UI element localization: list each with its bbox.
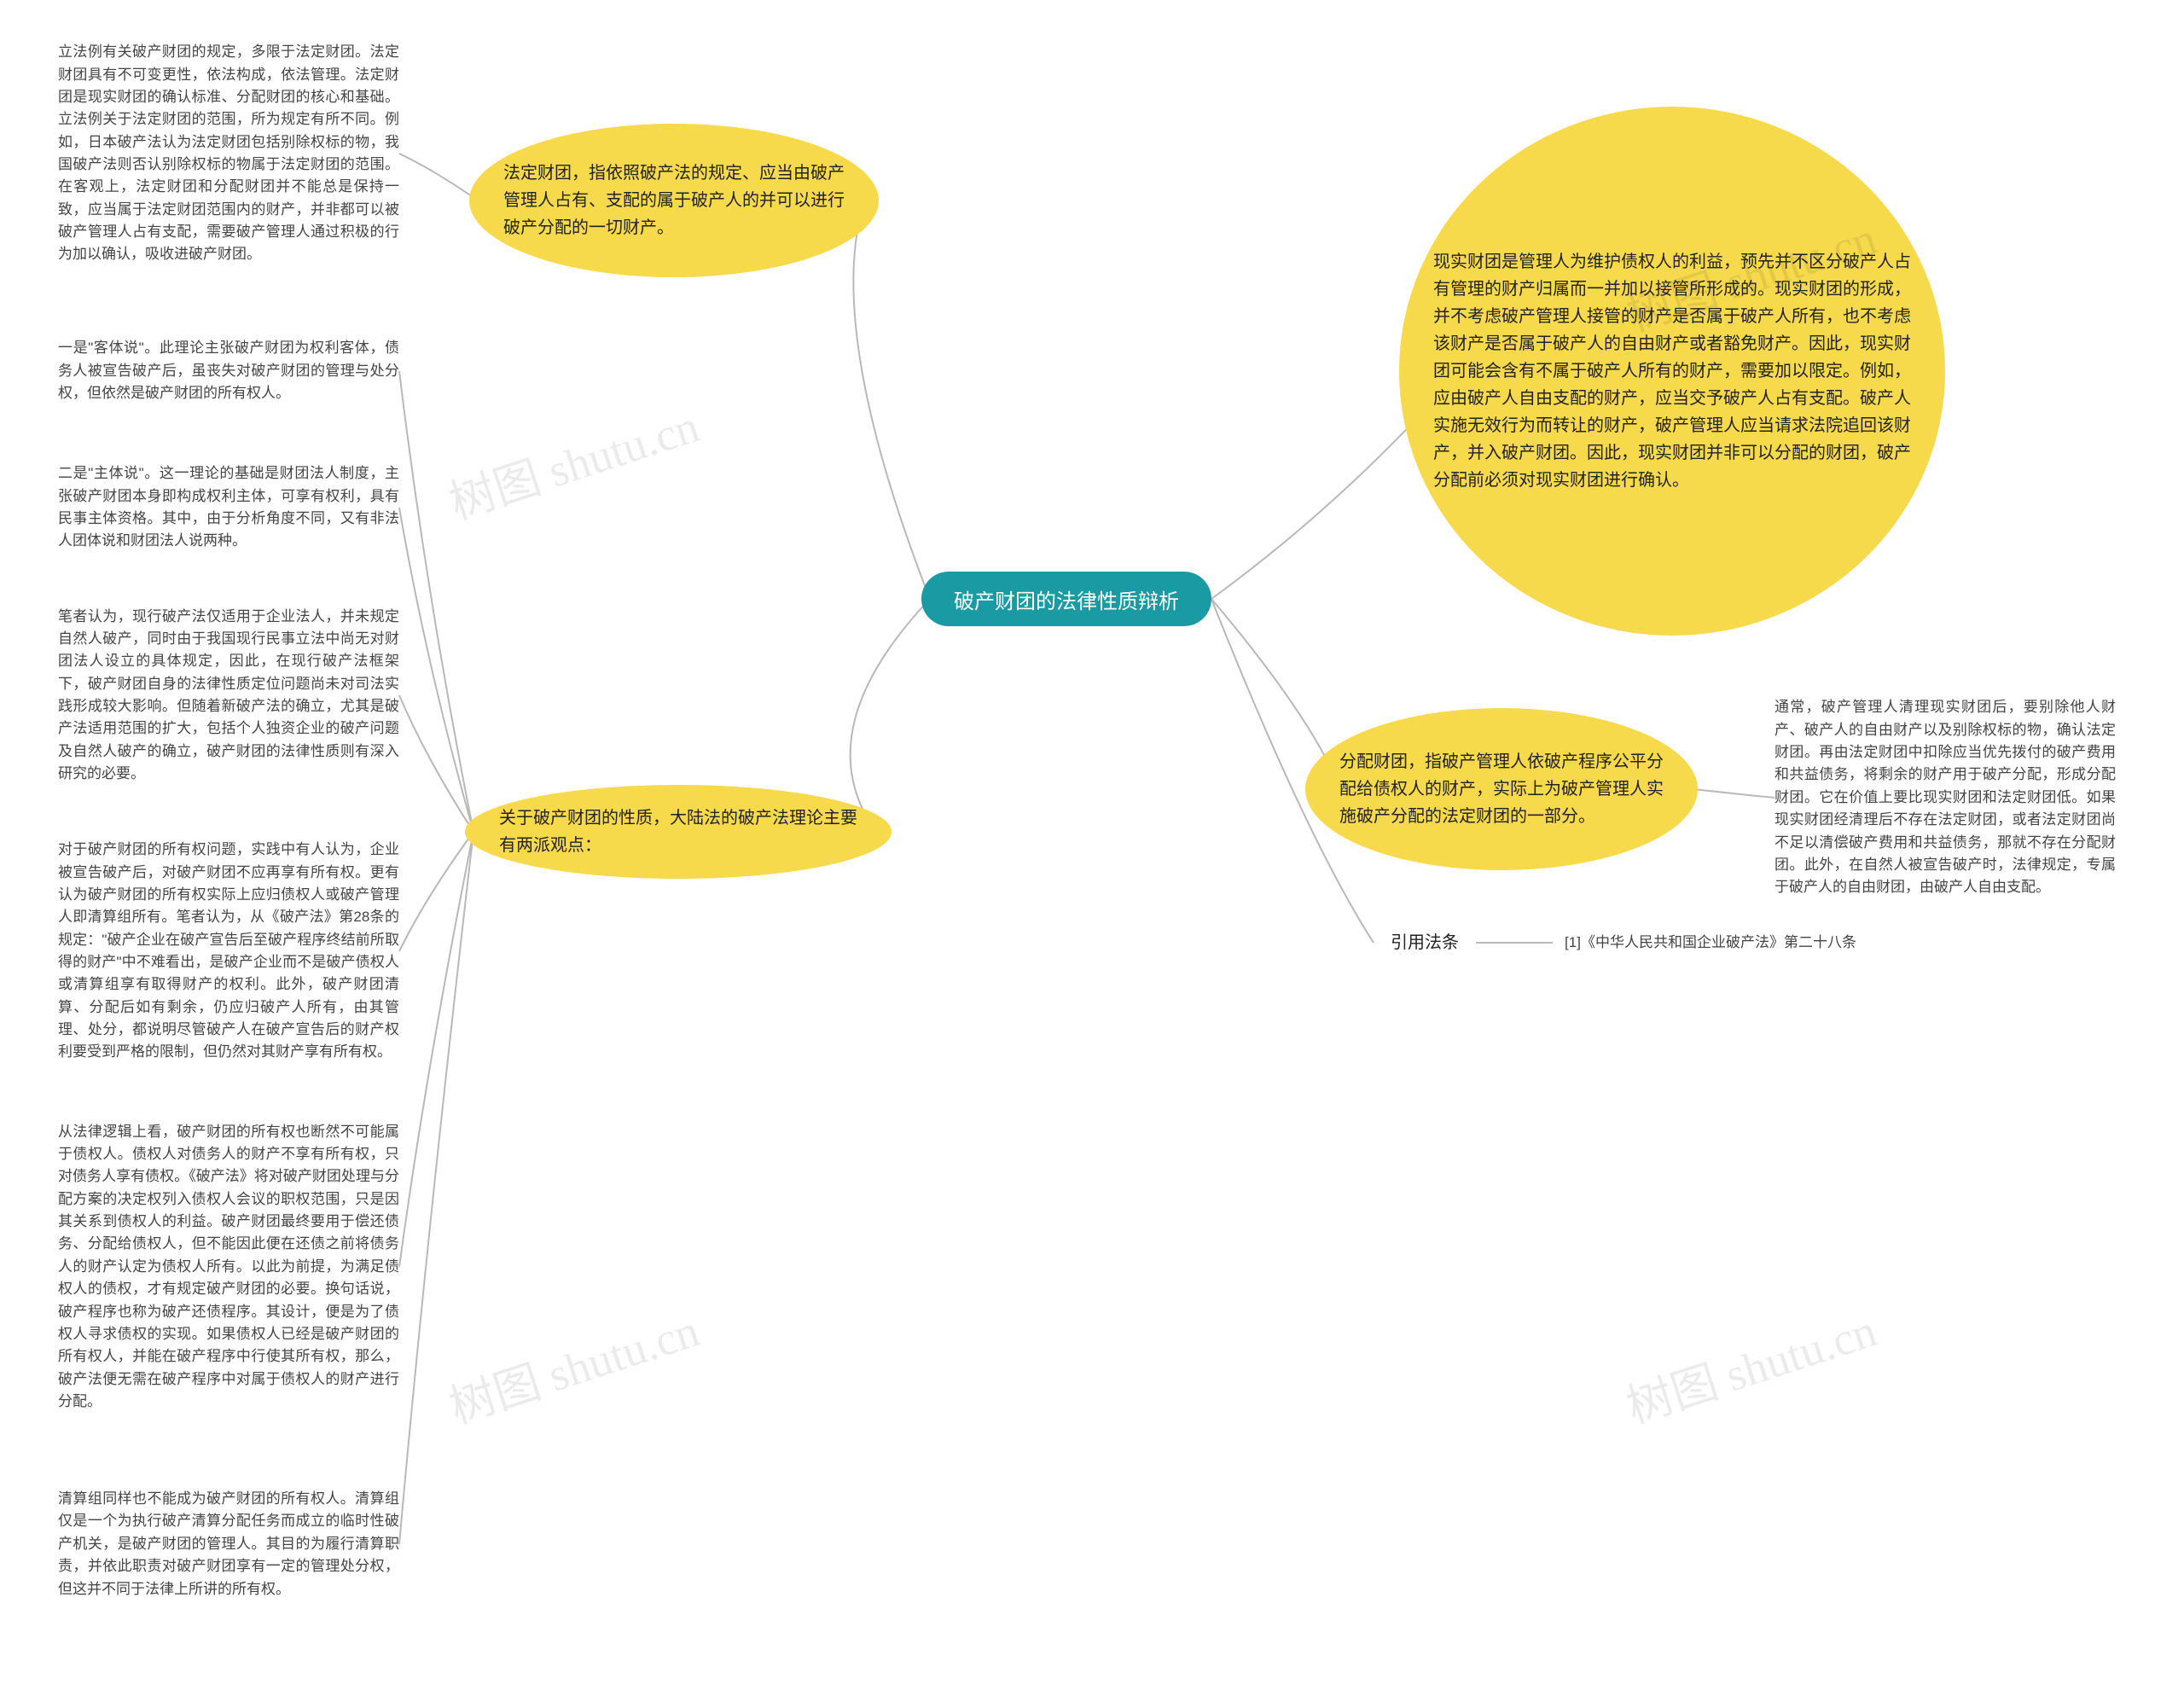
watermark: 树图 shutu.cn (439, 1292, 706, 1437)
node-label: 从法律逻辑上看，破产财团的所有权也断然不可能属于债权人。债权人对债务人的财产不享… (58, 1121, 399, 1413)
node-label: 引用法条 (1391, 930, 1459, 956)
edge (1211, 599, 1331, 768)
leaf-node-l2: 一是"客体说"。此理论主张破产财团为权利客体，债务人被宣告破产后，虽丧失对破产财… (58, 324, 399, 418)
node-label: 通常，破产管理人清理现实财团后，要别除他人财产、破产人的自由财产以及别除权标的物… (1774, 696, 2116, 898)
ellipse-node-n4[interactable]: 分配财团，指破产管理人依破产程序公平分配给债权人的财产，实际上为破产管理人实施破… (1305, 708, 1698, 870)
edge (399, 832, 473, 1544)
edge (1211, 401, 1433, 599)
ellipse-node-n3[interactable]: 现实财团是管理人为维护债权人的利益，预先并不区分破产人占有管理的财产归属而一并加… (1399, 107, 1945, 636)
leaf-node-l4: 笔者认为，现行破产法仅适用于企业法人，并未规定自然人破产，同时由于我国现行民事立… (58, 597, 399, 793)
ellipse-node-n2[interactable]: 关于破产财团的性质，大陆法的破产法理论主要有两派观点： (465, 785, 892, 879)
leaf-node-l7: 清算组同样也不能成为破产财团的所有权人。清算组仅是一个为执行破产清算分配任务而成… (58, 1467, 399, 1621)
edge (399, 832, 473, 951)
center-label: 破产财团的法律性质辩析 (954, 584, 1179, 614)
node-label: 分配财团，指破产管理人依破产程序公平分配给债权人的财产，实际上为破产管理人实施破… (1339, 748, 1664, 830)
watermark: 树图 shutu.cn (439, 388, 706, 532)
node-label: 笔者认为，现行破产法仅适用于企业法人，并未规定自然人破产，同时由于我国现行民事立… (58, 606, 399, 786)
watermark: 树图 shutu.cn (1617, 1292, 1884, 1437)
pill-node-n5[interactable]: 引用法条 (1374, 926, 1476, 960)
leaf-node-l8: 通常，破产管理人清理现实财团后，要别除他人财产、破产人的自由财产以及别除权标的物… (1774, 674, 2116, 921)
edge (399, 508, 473, 832)
node-label: 关于破产财团的性质，大陆法的破产法理论主要有两派观点： (499, 805, 857, 859)
edge (1693, 789, 1774, 798)
edge (851, 599, 930, 823)
leaf-node-l1: 立法例有关破产财团的规定，多限于法定财团。法定财团具有不可变更性，依法构成，依法… (58, 43, 399, 264)
edge (399, 695, 473, 832)
edge (399, 371, 473, 832)
leaf-node-l5: 对于破产财团的所有权问题，实践中有人认为，企业被宣告破产后，对破产财团不应再享有… (58, 828, 399, 1075)
leaf-node-l9: [1]《中华人民共和国企业破产法》第二十八条 (1553, 921, 1868, 964)
node-label: 二是"主体说"。这一理论的基础是财团法人制度，主张破产财团本身即构成权利主体，可… (58, 462, 399, 552)
node-label: 对于破产财团的所有权问题，实践中有人认为，企业被宣告破产后，对破产财团不应再享有… (58, 839, 399, 1063)
node-label: [1]《中华人民共和国企业破产法》第二十八条 (1565, 932, 1856, 954)
ellipse-node-n1[interactable]: 法定财团，指依照破产法的规定、应当由破产管理人占有、支配的属于破产人的并可以进行… (469, 124, 879, 277)
leaf-node-l6: 从法律逻辑上看，破产财团的所有权也断然不可能属于债权人。债权人对债务人的财产不享… (58, 1109, 399, 1425)
edge (853, 230, 930, 599)
node-label: 清算组同样也不能成为破产财团的所有权人。清算组仅是一个为执行破产清算分配任务而成… (58, 1488, 399, 1600)
node-label: 现实财团是管理人为维护债权人的利益，预先并不区分破产人占有管理的财产归属而一并加… (1433, 248, 1911, 494)
leaf-node-l3: 二是"主体说"。这一理论的基础是财团法人制度，主张破产财团本身即构成权利主体，可… (58, 452, 399, 563)
node-label: 立法例有关破产财团的规定，多限于法定财团。法定财团具有不可变更性，依法构成，依法… (58, 41, 399, 265)
node-label: 一是"客体说"。此理论主张破产财团为权利客体，债务人被宣告破产后，虽丧失对破产财… (58, 337, 399, 404)
edge (399, 832, 473, 1267)
center-node[interactable]: 破产财团的法律性质辩析 (921, 572, 1211, 626)
node-label: 法定财团，指依照破产法的规定、应当由破产管理人占有、支配的属于破产人的并可以进行… (503, 160, 845, 241)
edge (399, 154, 478, 200)
